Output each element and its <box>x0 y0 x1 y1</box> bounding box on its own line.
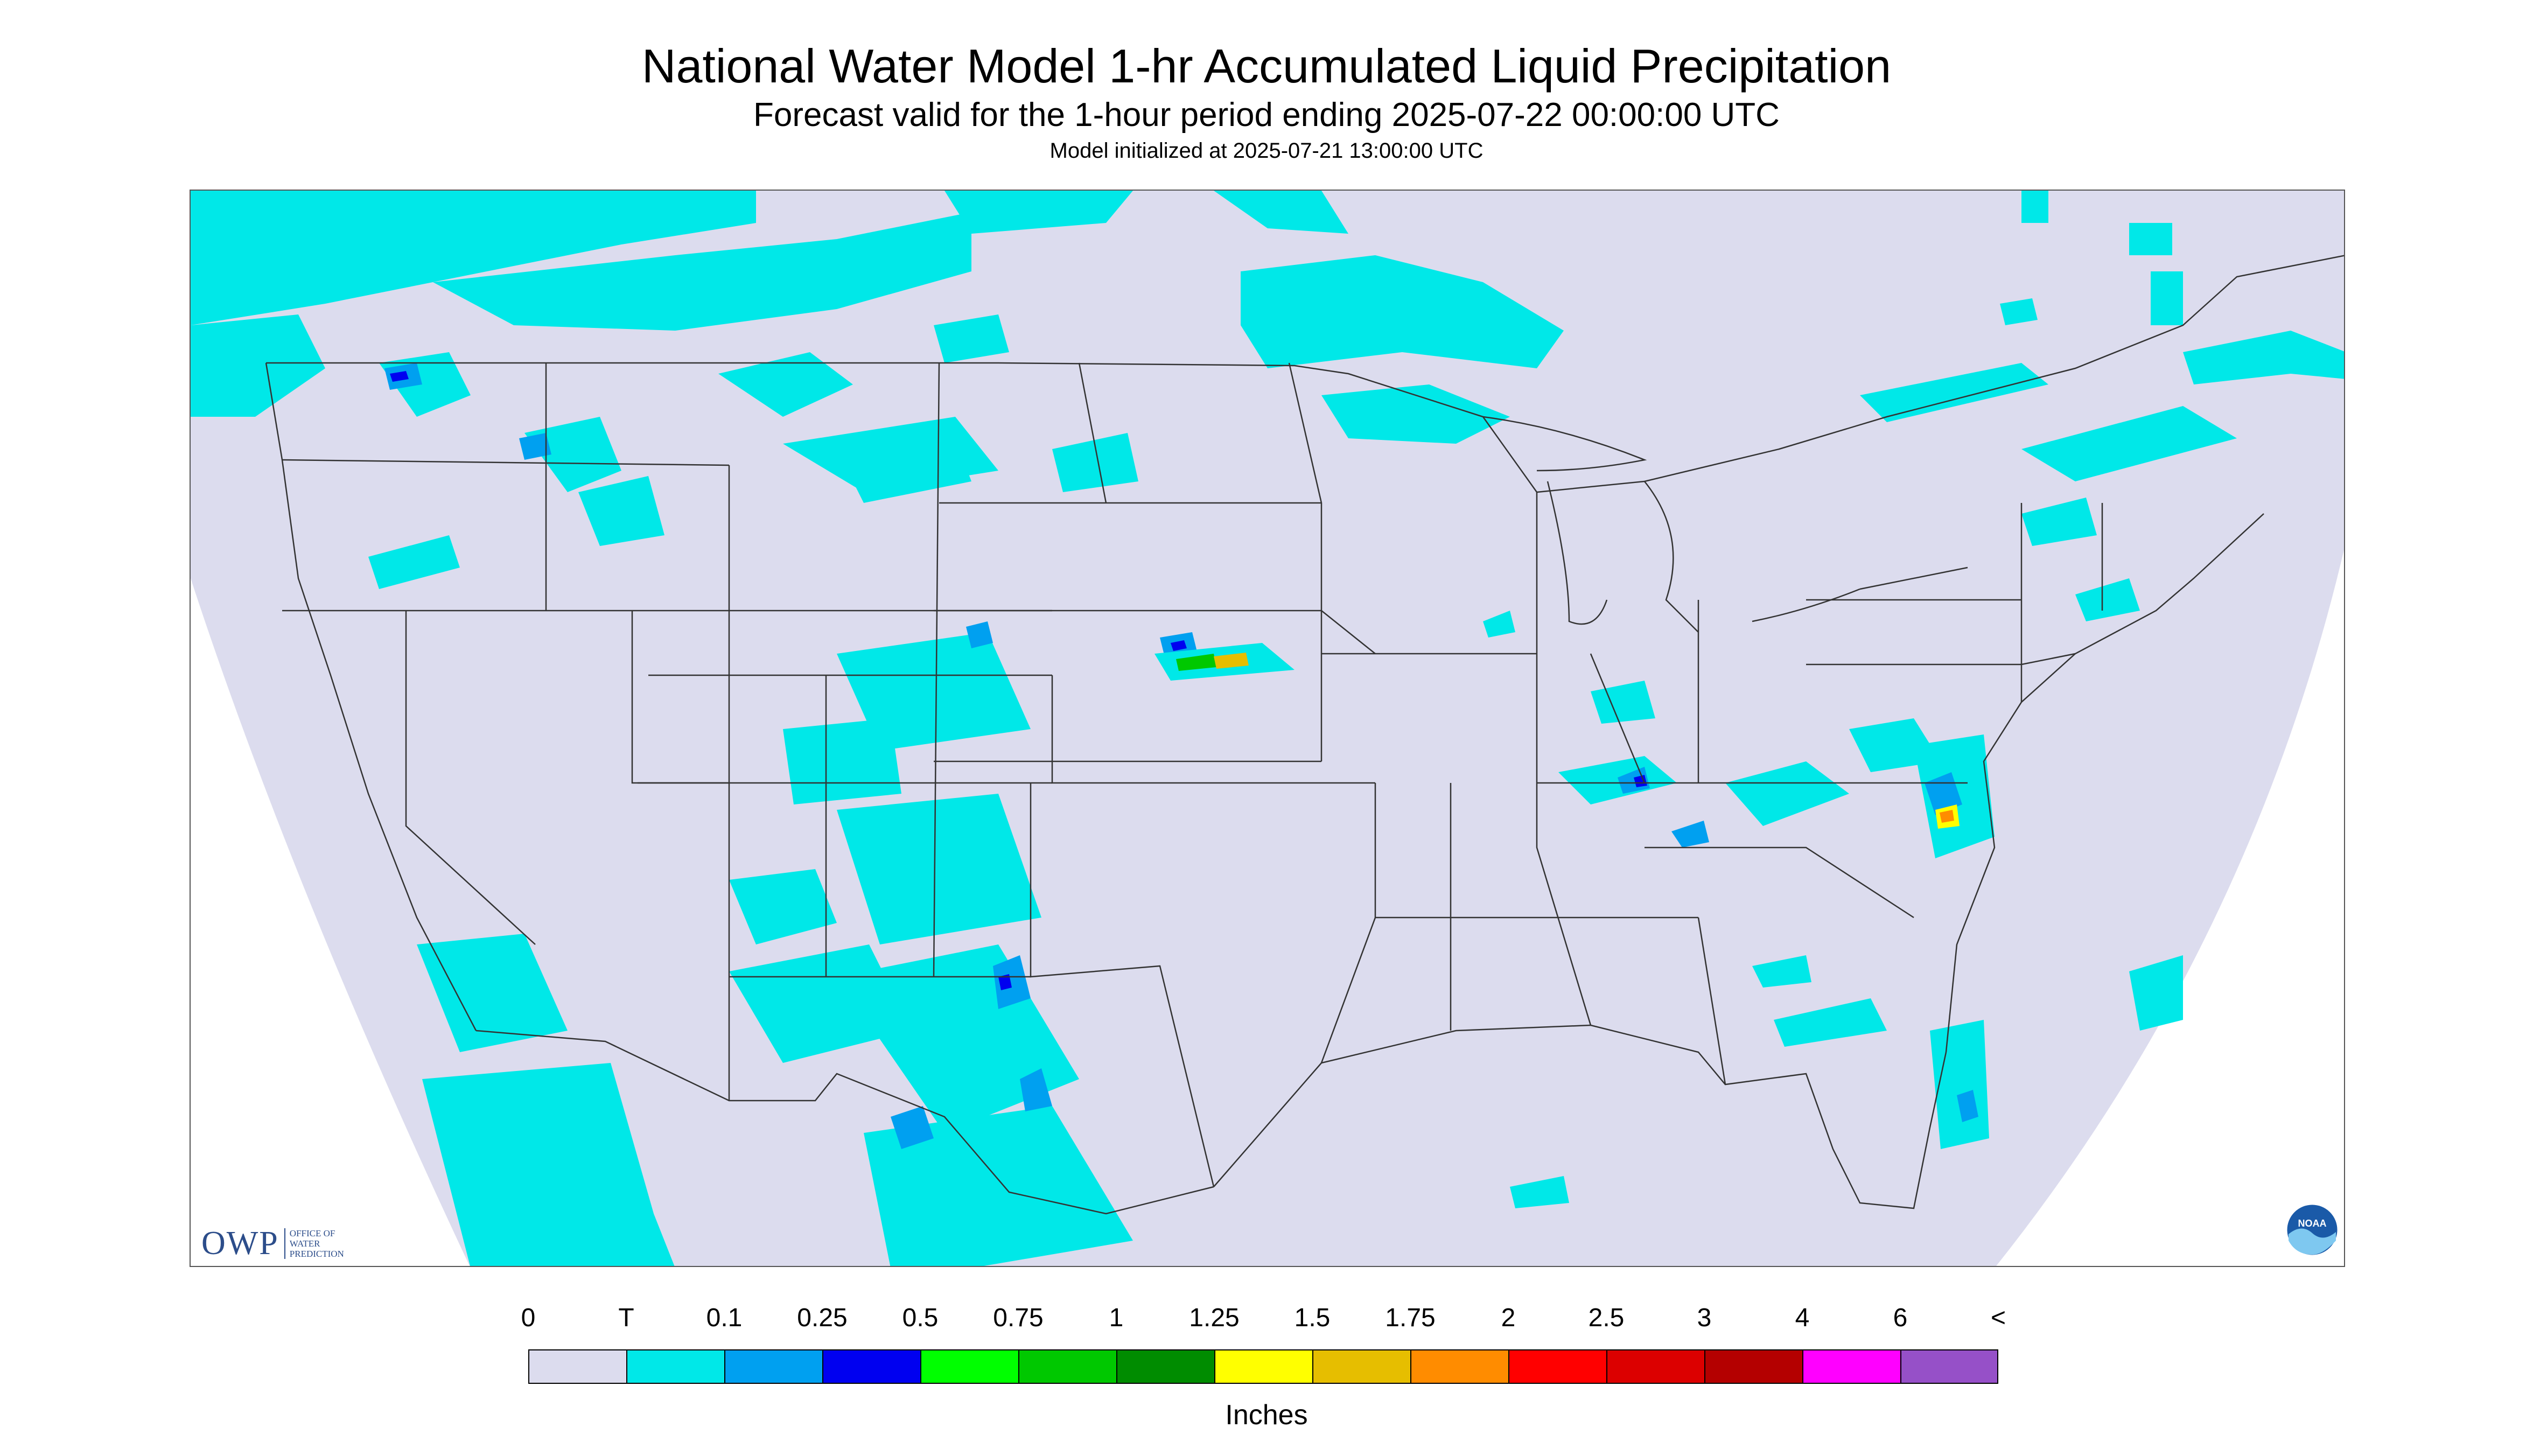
legend-label: 2.5 <box>1588 1304 1625 1332</box>
legend-label: 1.25 <box>1189 1304 1240 1332</box>
legend-units: Inches <box>1225 1399 1308 1431</box>
owp-logo-text: OFFICE OF WATER PREDICTION <box>284 1228 365 1259</box>
owp-logo: OWP OFFICE OF WATER PREDICTION <box>201 1224 365 1263</box>
map-canvas: NOAA <box>191 191 2344 1266</box>
heavy-precip-spots <box>1154 643 1960 829</box>
legend-swatch <box>1802 1349 1900 1384</box>
legend-label: 4 <box>1795 1304 1810 1332</box>
legend-label: 6 <box>1893 1304 1908 1332</box>
moderate-precip-areas <box>390 371 1647 990</box>
legend-swatch <box>920 1349 1018 1384</box>
great-lakes <box>1482 416 1968 633</box>
legend-swatch <box>1116 1349 1214 1384</box>
legend-label: 1.75 <box>1385 1304 1436 1332</box>
legend-label: 0.25 <box>797 1304 848 1332</box>
legend-swatch <box>1410 1349 1508 1384</box>
legend-label: 0 <box>521 1304 536 1332</box>
legend-swatch <box>1508 1349 1606 1384</box>
map-title: National Water Model 1-hr Accumulated Li… <box>641 39 1892 93</box>
legend-label: 2 <box>1501 1304 1516 1332</box>
owp-logo-mark: OWP <box>201 1225 279 1262</box>
legend-swatch <box>626 1349 724 1384</box>
legend-label: 1.5 <box>1294 1304 1331 1332</box>
legend-label: 0.5 <box>902 1304 939 1332</box>
map-subtitle: Forecast valid for the 1-hour period end… <box>753 96 1780 134</box>
legend-swatch <box>724 1349 822 1384</box>
legend-swatch <box>822 1349 920 1384</box>
svg-text:NOAA: NOAA <box>2298 1218 2327 1229</box>
legend-label: < <box>1990 1304 2006 1332</box>
legend-swatch <box>1606 1349 1704 1384</box>
legend-swatch <box>1214 1349 1312 1384</box>
noaa-logo-icon: NOAA <box>2285 1203 2339 1257</box>
legend-swatch <box>1018 1349 1116 1384</box>
model-init-text: Model initialized at 2025-07-21 13:00:00… <box>1049 139 1484 163</box>
trace-precip-areas <box>191 191 2344 1266</box>
legend-label: 0.75 <box>993 1304 1044 1332</box>
legend-label: T <box>618 1304 634 1332</box>
legend-swatch <box>528 1349 626 1384</box>
legend-swatch <box>1312 1349 1410 1384</box>
legend-swatch <box>1900 1349 1998 1384</box>
legend-swatch <box>1704 1349 1802 1384</box>
precipitation-map: NOAA OWP OFFICE OF WATER PREDICTION <box>190 190 2345 1267</box>
legend-label: 1 <box>1109 1304 1124 1332</box>
legend-label: 0.1 <box>706 1304 743 1332</box>
legend-label: 3 <box>1697 1304 1712 1332</box>
